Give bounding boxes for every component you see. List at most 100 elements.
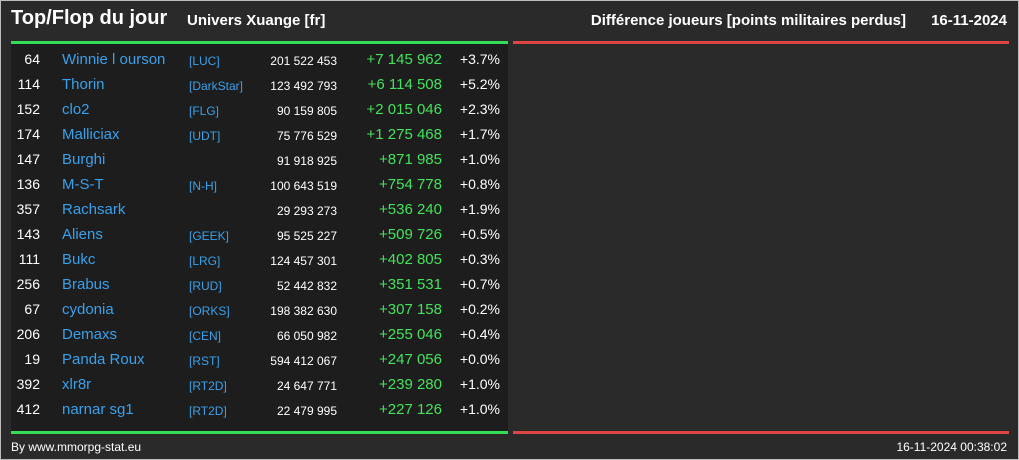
player-points: 66 050 982: [276, 329, 337, 343]
top-players-table: 64 Winnie l ourson [LUC] 201 522 453 +7 145 …: [11, 48, 508, 423]
player-rank: 256: [16, 276, 40, 292]
player-name-link[interactable]: M-S-T: [62, 176, 104, 193]
alliance-tag-link[interactable]: [ORKS]: [189, 304, 230, 318]
percent-change: +1.9%: [459, 201, 500, 217]
player-rank: 174: [16, 126, 40, 142]
player-points: 75 776 529: [276, 129, 337, 143]
alliance-tag-link[interactable]: [CEN]: [189, 329, 222, 343]
player-rank: 392: [16, 376, 40, 392]
percent-change: +1.0%: [459, 151, 500, 167]
table-row: 19 Panda Roux [RST] 594 412 067 +247 056 +0.0…: [11, 348, 508, 373]
points-difference: +871 985: [379, 151, 442, 168]
points-difference: +227 126: [379, 401, 442, 418]
top-accent-bar-bottom: [11, 431, 508, 434]
player-name-link[interactable]: cydonia: [62, 301, 114, 318]
points-difference: +6 114 508: [367, 76, 442, 93]
table-row: 111 Bukc [LRG] 124 457 301 +402 805 +0.3%: [11, 248, 508, 273]
player-rank: 147: [16, 151, 40, 167]
footer-timestamp: 16-11-2024 00:38:02: [896, 440, 1007, 454]
flop-accent-bar: [513, 41, 1009, 44]
table-row: 392 xlr8r [RT2D] 24 647 771 +239 280 +1.0%: [11, 373, 508, 398]
player-rank: 412: [16, 401, 40, 417]
alliance-tag-link[interactable]: [GEEK]: [189, 229, 230, 243]
player-rank: 357: [16, 201, 40, 217]
points-difference: +7 145 962: [366, 51, 443, 68]
flop-players-panel: [513, 44, 1009, 431]
table-row: 206 Demaxs [CEN] 66 050 982 +255 046 +0.4%: [11, 323, 508, 348]
player-rank: 136: [16, 176, 40, 192]
points-difference: +351 531: [379, 276, 442, 293]
table-row: 256 Brabus [RUD] 52 442 832 +351 531 +0.7%: [11, 273, 508, 298]
table-row: 412 narnar sg1 [RT2D] 22 479 995 +227 126 +1.…: [11, 398, 508, 423]
player-name-link[interactable]: Winnie l ourson: [62, 51, 166, 68]
player-points: 90 159 805: [276, 104, 337, 118]
percent-change: +0.3%: [459, 251, 500, 267]
alliance-tag-link[interactable]: [RT2D]: [189, 404, 227, 418]
player-points: 198 382 630: [270, 304, 337, 318]
player-points: 29 293 273: [276, 204, 337, 218]
points-difference: +1 275 468: [366, 126, 443, 143]
points-difference: +239 280: [379, 376, 442, 393]
player-name-link[interactable]: Brabus: [62, 276, 110, 293]
alliance-tag-link[interactable]: [DarkStar]: [189, 79, 244, 93]
player-points: 24 647 771: [276, 379, 337, 393]
percent-change: +3.7%: [459, 51, 500, 67]
footer-credit-link[interactable]: By www.mmorpg-stat.eu: [11, 440, 142, 454]
flop-accent-bar-bottom: [513, 431, 1009, 434]
alliance-tag-link[interactable]: [LRG]: [189, 254, 221, 268]
player-name-link[interactable]: Rachsark: [62, 201, 126, 218]
player-name-link[interactable]: Panda Roux: [62, 351, 145, 368]
percent-change: +5.2%: [459, 76, 500, 92]
alliance-tag-link[interactable]: [RT2D]: [189, 379, 227, 393]
player-points: 594 412 067: [270, 354, 337, 368]
percent-change: +0.4%: [459, 326, 500, 342]
table-row: 64 Winnie l ourson [LUC] 201 522 453 +7 145 …: [11, 48, 508, 73]
points-difference: +2 015 046: [366, 101, 443, 118]
percent-change: +1.0%: [459, 401, 500, 417]
player-rank: 152: [16, 101, 40, 117]
player-name-link[interactable]: Malliciax: [62, 126, 120, 143]
player-rank: 64: [24, 51, 40, 67]
player-points: 22 479 995: [276, 404, 337, 418]
points-difference: +307 158: [379, 301, 442, 318]
alliance-tag-link[interactable]: [UDT]: [189, 129, 221, 143]
table-row: 147 Burghi 91 918 925 +871 985 +1.0%: [11, 148, 508, 173]
alliance-tag-link[interactable]: [RUD]: [189, 279, 222, 293]
player-points: 95 525 227: [276, 229, 337, 243]
player-rank: 67: [24, 301, 40, 317]
table-row: 152 clo2 [FLG] 90 159 805 +2 015 046 +2.3%: [11, 98, 508, 123]
player-name-link[interactable]: Bukc: [62, 251, 96, 268]
universe-label: Univers Xuange [fr]: [187, 12, 326, 29]
alliance-tag-link[interactable]: [N-H]: [189, 179, 217, 193]
percent-change: +1.7%: [459, 126, 500, 142]
player-name-link[interactable]: clo2: [62, 101, 90, 118]
player-name-link[interactable]: Thorin: [62, 76, 105, 93]
percent-change: +0.2%: [459, 301, 500, 317]
points-difference: +509 726: [379, 226, 442, 243]
player-points: 123 492 793: [270, 79, 337, 93]
percent-change: +1.0%: [459, 376, 500, 392]
table-row: 143 Aliens [GEEK] 95 525 227 +509 726 +0.5%: [11, 223, 508, 248]
points-difference: +402 805: [379, 251, 442, 268]
percent-change: +0.5%: [459, 226, 500, 242]
alliance-tag-link[interactable]: [RST]: [189, 354, 220, 368]
player-rank: 143: [16, 226, 40, 242]
player-name-link[interactable]: Burghi: [62, 151, 106, 168]
alliance-tag-link[interactable]: [LUC]: [189, 54, 220, 68]
alliance-tag-link[interactable]: [FLG]: [189, 104, 220, 118]
player-rank: 206: [16, 326, 40, 342]
table-row: 114 Thorin [DarkStar] 123 492 793 +6 114 508…: [11, 73, 508, 98]
percent-change: +0.7%: [459, 276, 500, 292]
top-players-panel: [11, 44, 508, 431]
points-difference: +536 240: [379, 201, 442, 218]
player-name-link[interactable]: narnar sg1: [62, 401, 134, 418]
widget-title: Top/Flop du jour: [11, 7, 168, 29]
table-row: 174 Malliciax [UDT] 75 776 529 +1 275 468 +1.…: [11, 123, 508, 148]
percent-change: +0.8%: [459, 176, 500, 192]
player-name-link[interactable]: Demaxs: [62, 326, 118, 343]
player-points: 91 918 925: [276, 154, 337, 168]
player-name-link[interactable]: Aliens: [62, 226, 103, 243]
player-name-link[interactable]: xlr8r: [62, 376, 92, 393]
table-row: 357 Rachsark 29 293 273 +536 240 +1.9%: [11, 198, 508, 223]
